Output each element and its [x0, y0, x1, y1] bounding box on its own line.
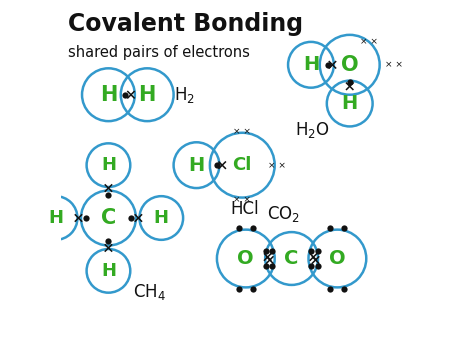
- Text: H$_2$: H$_2$: [173, 85, 194, 105]
- Text: Cl: Cl: [233, 156, 252, 174]
- Text: C: C: [101, 208, 116, 228]
- Text: × ×: × ×: [268, 161, 286, 170]
- Text: H: H: [342, 94, 358, 113]
- Text: H: H: [48, 209, 63, 227]
- Text: H: H: [101, 262, 116, 280]
- Text: Covalent Bonding: Covalent Bonding: [68, 12, 303, 36]
- Text: H$_2$O: H$_2$O: [295, 120, 330, 140]
- Text: H: H: [154, 209, 169, 227]
- Text: C: C: [284, 249, 299, 268]
- Text: H: H: [188, 156, 205, 175]
- Text: CO$_2$: CO$_2$: [267, 204, 300, 224]
- Text: H: H: [101, 156, 116, 174]
- Text: H: H: [100, 85, 117, 105]
- Text: × ×: × ×: [360, 37, 378, 47]
- Text: H: H: [138, 85, 156, 105]
- Text: CH$_4$: CH$_4$: [133, 282, 166, 302]
- Text: × ×: × ×: [385, 60, 403, 69]
- Text: × ×: × ×: [233, 195, 251, 204]
- Text: O: O: [341, 55, 358, 75]
- Text: H: H: [303, 55, 319, 74]
- Text: × ×: × ×: [233, 126, 251, 136]
- Text: O: O: [329, 249, 346, 268]
- Text: shared pairs of electrons: shared pairs of electrons: [68, 45, 250, 60]
- Text: O: O: [237, 249, 254, 268]
- Text: HCl: HCl: [230, 200, 259, 218]
